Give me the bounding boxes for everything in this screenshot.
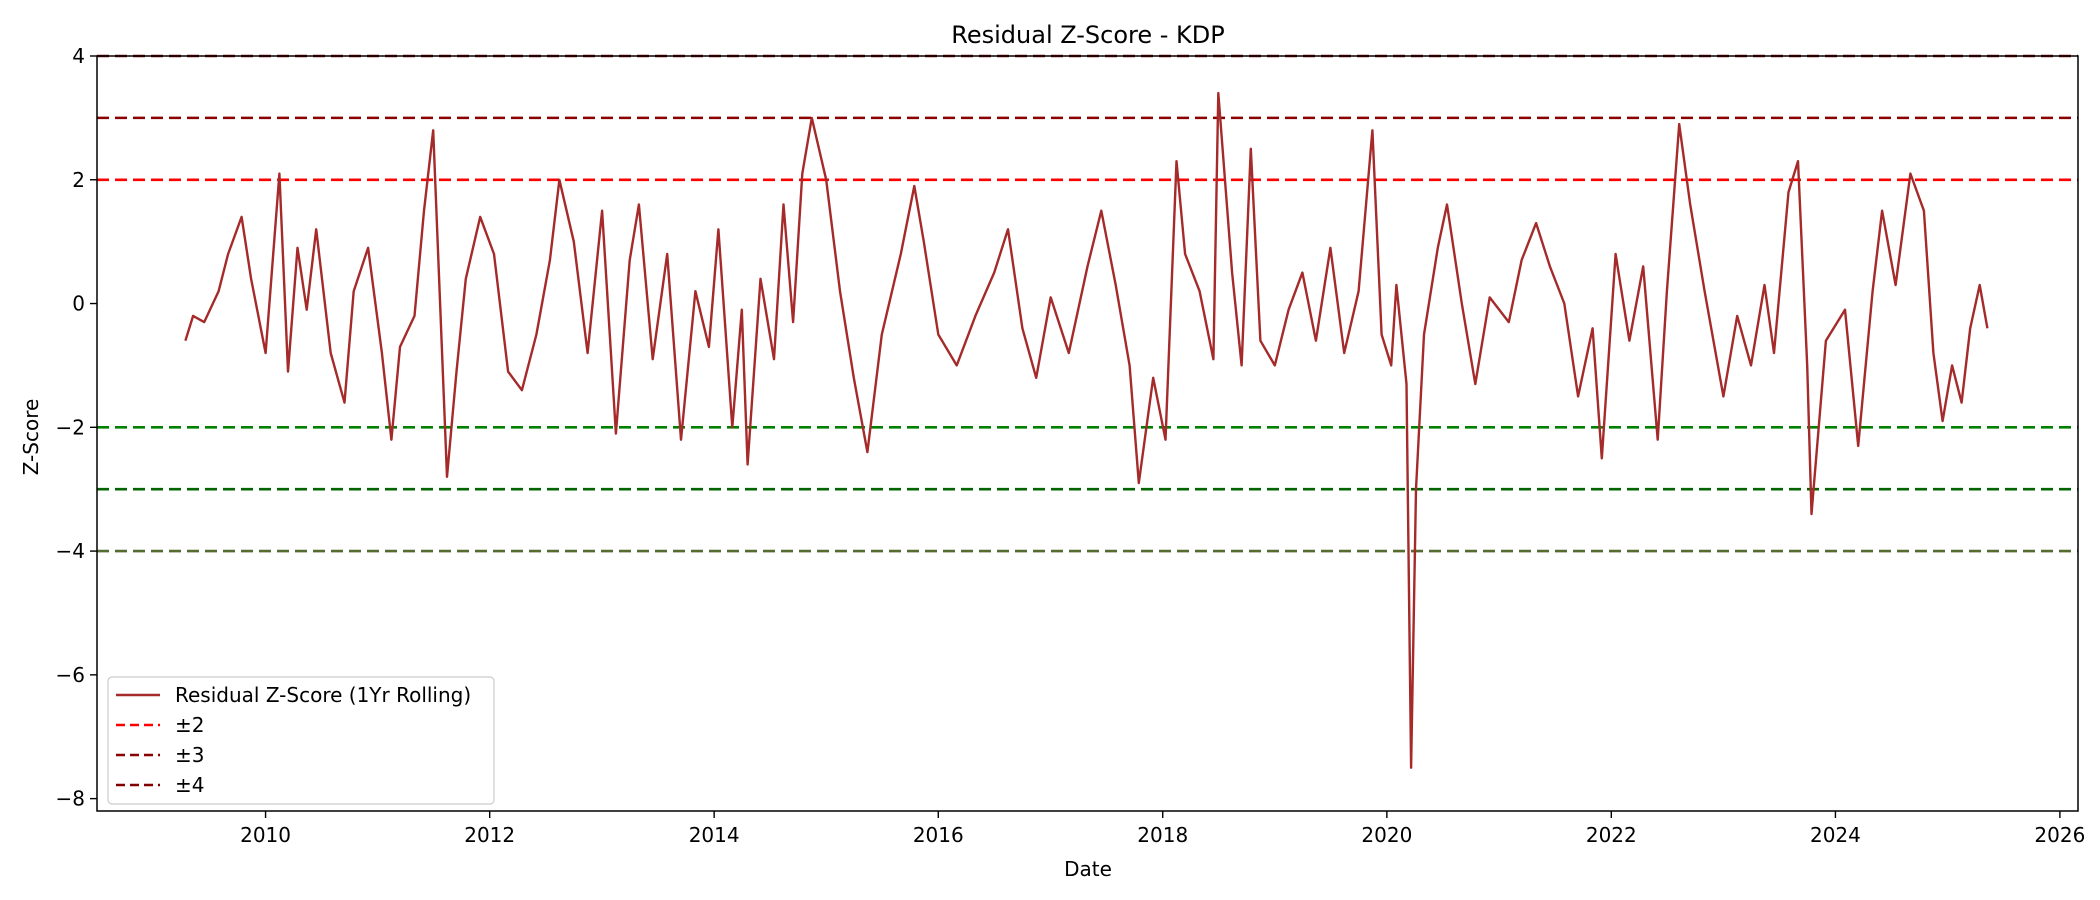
x-tick-label: 2014 — [689, 823, 740, 847]
y-axis: 4 2 0 −2 −4 −6 −8 — [56, 44, 97, 811]
plot-frame — [96, 55, 2079, 812]
y-tick-label: 0 — [72, 292, 85, 316]
y-tick-label: −6 — [56, 663, 85, 687]
x-tick-label: 2020 — [1361, 823, 1412, 847]
y-tick-label: −8 — [56, 787, 85, 811]
x-tick-label: 2026 — [2034, 823, 2085, 847]
x-axis: 2010 2012 2014 2016 2018 2020 2022 2024 2026 — [240, 811, 2085, 847]
legend-label: Residual Z-Score (1Yr Rolling) — [175, 683, 471, 707]
y-tick-label: 4 — [72, 44, 85, 68]
x-tick-label: 2018 — [1137, 823, 1188, 847]
x-axis-label: Date — [1064, 857, 1112, 881]
x-tick-label: 2012 — [464, 823, 515, 847]
y-tick-label: −2 — [56, 415, 85, 439]
x-tick-label: 2016 — [913, 823, 964, 847]
legend-box — [107, 676, 495, 805]
y-tick-label: −4 — [56, 539, 85, 563]
legend-label: ±4 — [175, 773, 204, 797]
x-tick-label: 2024 — [1810, 823, 1861, 847]
x-tick-label: 2010 — [240, 823, 291, 847]
x-tick-label: 2022 — [1586, 823, 1637, 847]
legend-label: ±2 — [175, 713, 204, 737]
series-line — [184, 91, 1989, 769]
y-axis-label: Z-Score — [19, 399, 43, 476]
chart-title: Residual Z-Score - KDP — [951, 21, 1225, 49]
legend: Residual Z-Score (1Yr Rolling) ±2 ±3 ±4 — [107, 676, 495, 805]
y-tick-label: 2 — [72, 168, 85, 192]
legend-label: ±3 — [175, 743, 204, 767]
